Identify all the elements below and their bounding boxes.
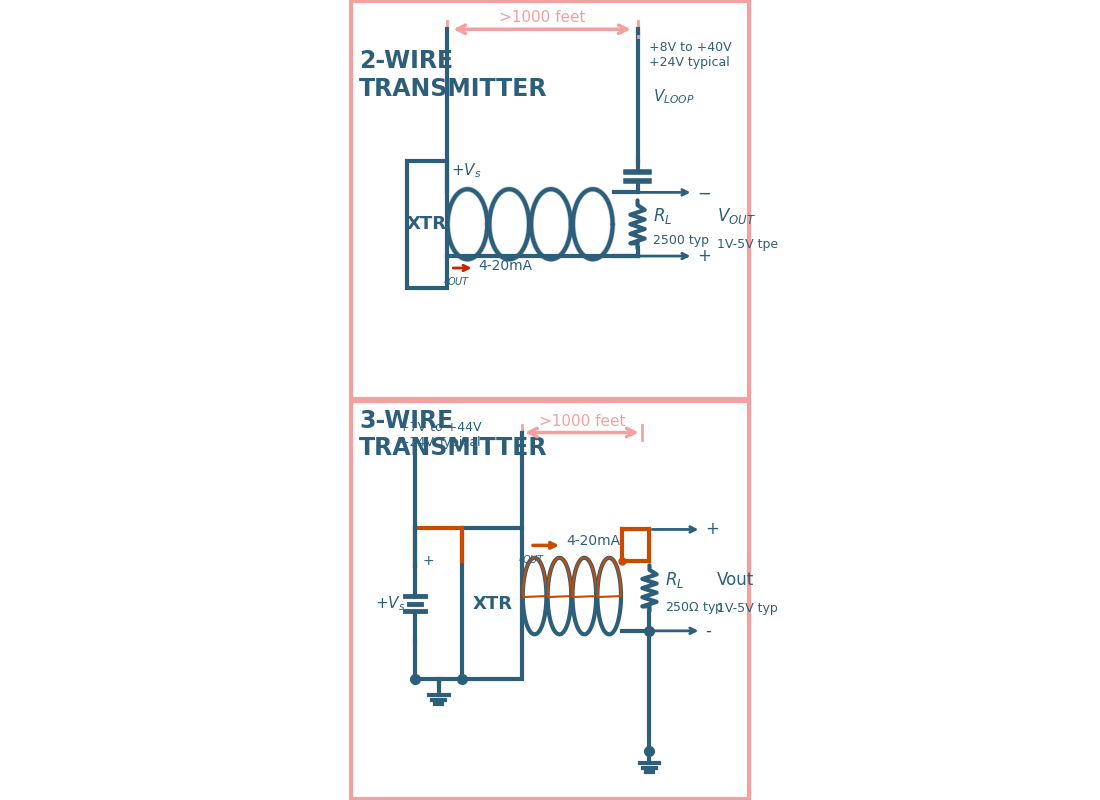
Text: >1000 feet: >1000 feet [539, 414, 625, 429]
Text: +7V to +44V
+24V Typical: +7V to +44V +24V Typical [399, 421, 482, 449]
Text: 2500 typ: 2500 typ [653, 234, 710, 246]
Text: $V_{OUT}$: $V_{OUT}$ [717, 206, 756, 226]
Text: $R_L$: $R_L$ [666, 570, 684, 590]
Text: $I_{OUT}$: $I_{OUT}$ [518, 550, 546, 566]
Bar [462, 528, 522, 679]
Text: 4-20mA: 4-20mA [478, 259, 532, 273]
Text: 2-WIRE
TRANSMITTER: 2-WIRE TRANSMITTER [359, 49, 548, 101]
Text: -: - [705, 622, 711, 640]
Text: XTR: XTR [407, 215, 447, 234]
Text: $V_{LOOP}$: $V_{LOOP}$ [653, 87, 695, 106]
Bar [407, 161, 447, 288]
Text: +: + [705, 521, 719, 538]
Text: Vout: Vout [717, 571, 755, 589]
Text: +8V to +40V
+24V typical: +8V to +40V +24V typical [649, 41, 733, 69]
Text: $+V_s$: $+V_s$ [375, 594, 406, 613]
Text: $-$: $-$ [697, 183, 712, 202]
Text: $+$: $+$ [697, 247, 712, 265]
Text: 4-20mA: 4-20mA [565, 534, 620, 548]
Text: 3-WIRE
TRANSMITTER: 3-WIRE TRANSMITTER [359, 409, 548, 461]
Text: +: + [422, 554, 435, 568]
Text: $+V_s$: $+V_s$ [451, 162, 481, 181]
Text: 250$\Omega$ typ: 250$\Omega$ typ [666, 600, 724, 616]
Text: XTR: XTR [472, 594, 513, 613]
Text: 1V-5V tpe: 1V-5V tpe [717, 238, 779, 250]
Text: >1000 feet: >1000 feet [498, 10, 585, 26]
Text: $I_{OUT}$: $I_{OUT}$ [442, 272, 470, 288]
Text: 1V-5V typ: 1V-5V typ [717, 602, 778, 614]
Text: $R_L$: $R_L$ [653, 206, 673, 226]
